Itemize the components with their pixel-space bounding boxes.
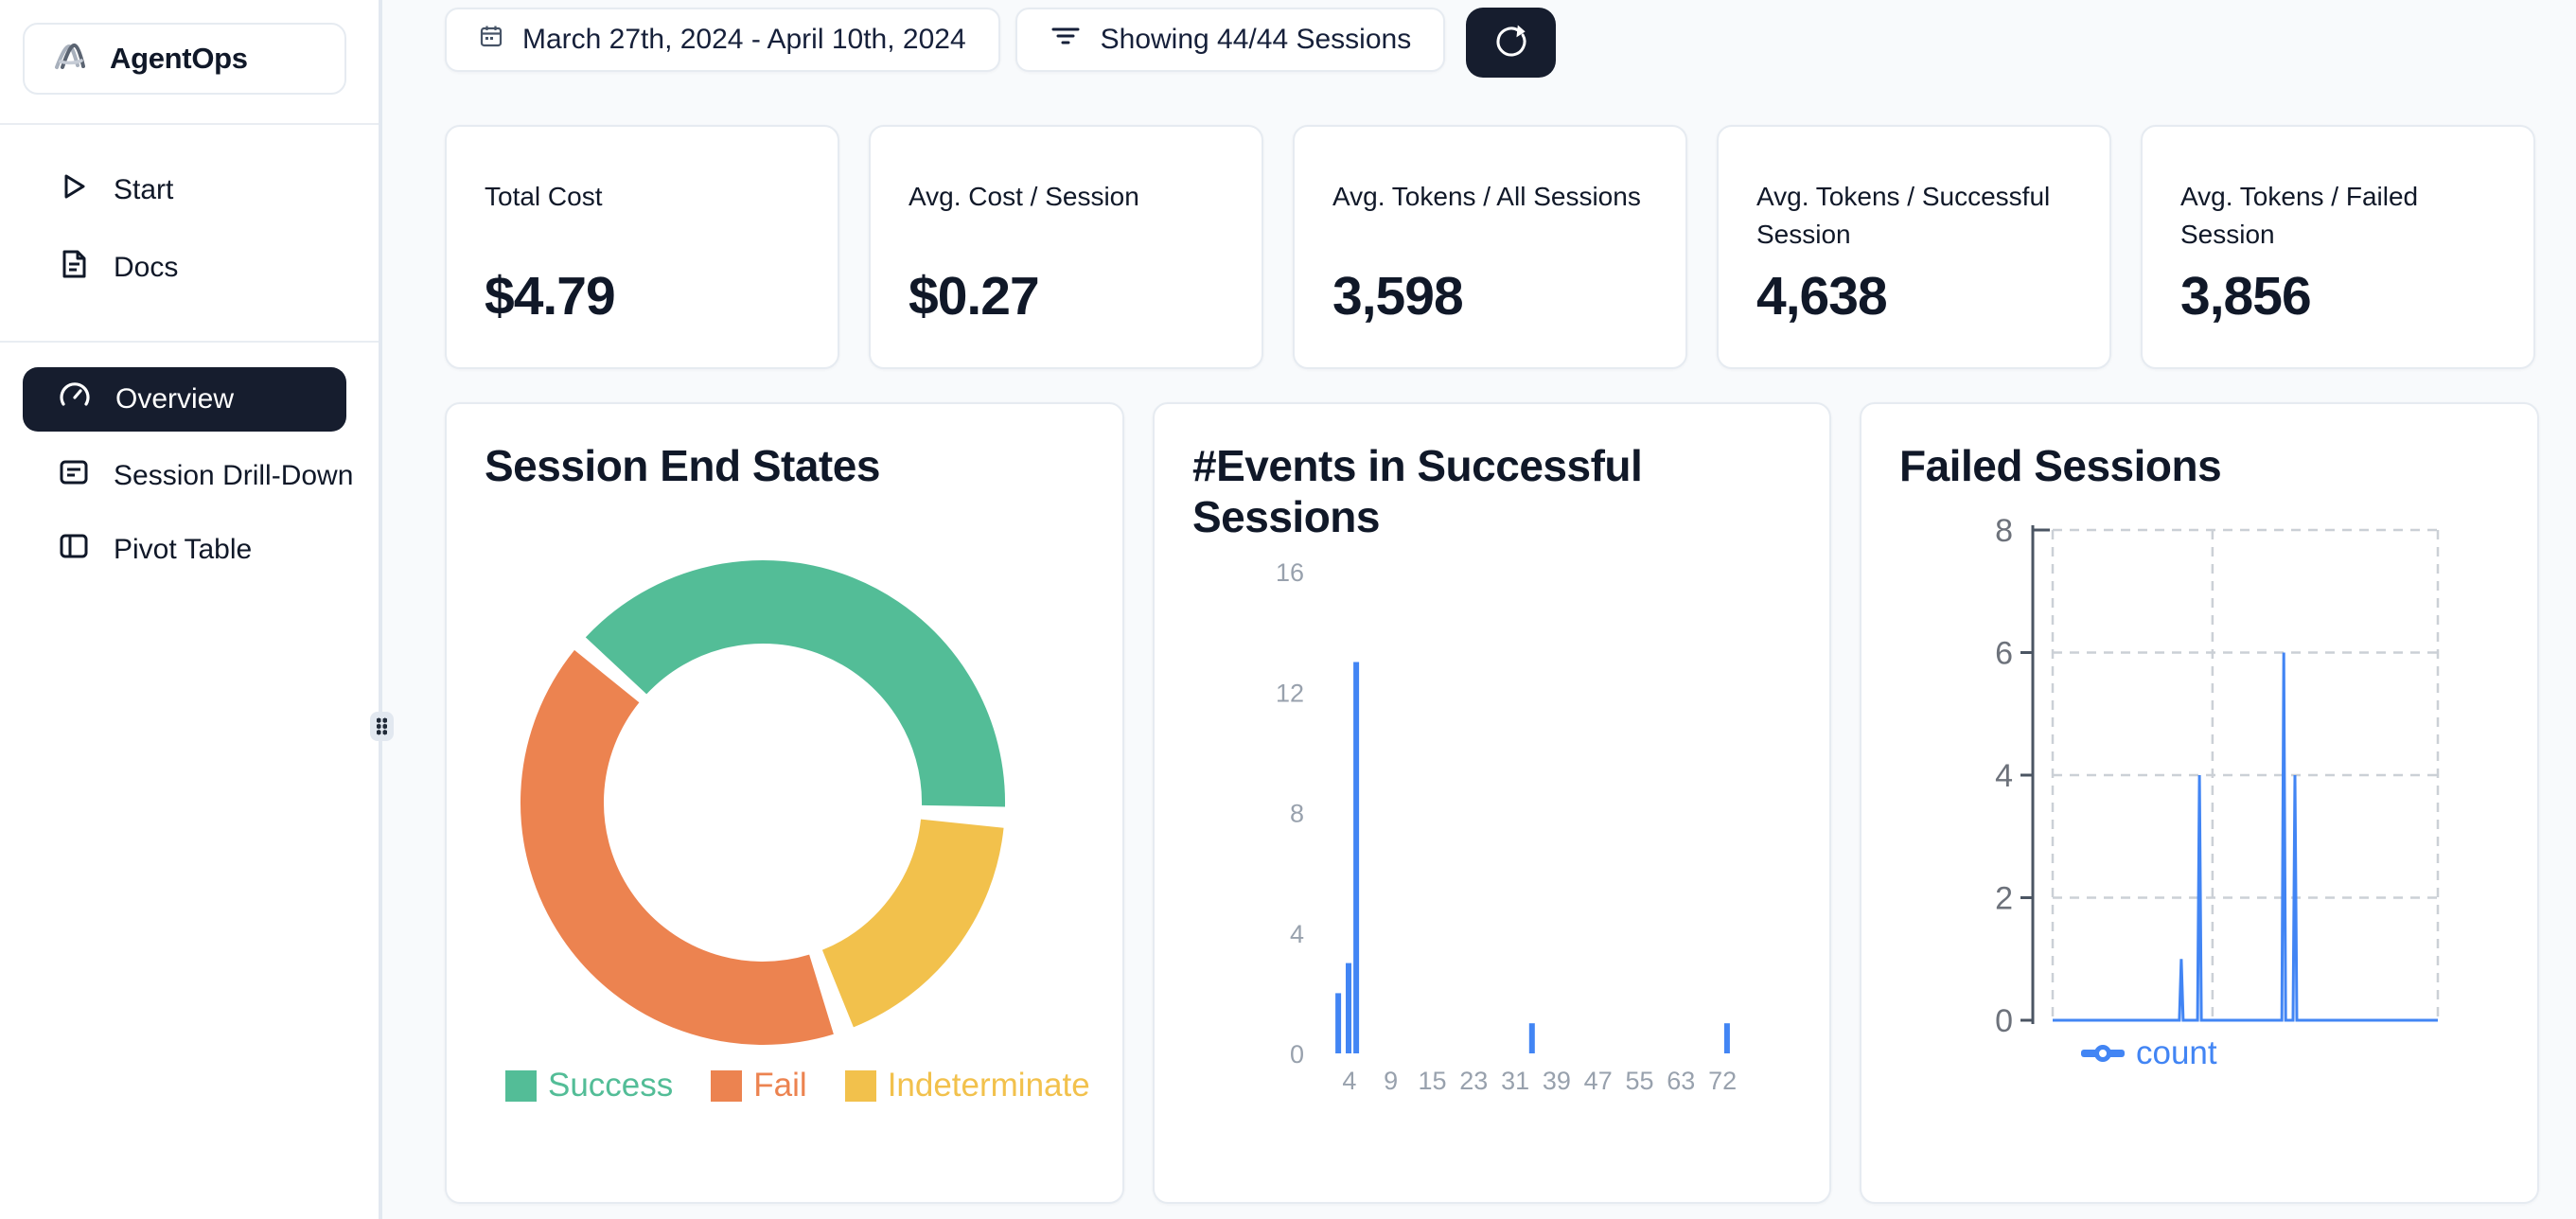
date-range-button[interactable]: March 27th, 2024 - April 10th, 2024 <box>445 8 1000 72</box>
stat-label: Avg. Tokens / Failed Session <box>2180 182 2419 249</box>
date-range-label: March 27th, 2024 - April 10th, 2024 <box>522 24 966 55</box>
sidebar-nav-top: Start Docs <box>0 125 379 297</box>
toolbar: March 27th, 2024 - April 10th, 2024 Show… <box>445 8 2540 78</box>
events-successful-sessions-card: #Events in Successful Sessions 0 4 8 12 16 4 9… <box>1153 402 1831 1204</box>
svg-text:2: 2 <box>1995 881 2013 917</box>
stat-label: Avg. Cost / Session <box>909 182 1139 211</box>
sidebar-resize-handle[interactable] <box>370 712 394 741</box>
sidebar-divider <box>0 341 379 343</box>
sidebar-item-docs[interactable]: Docs <box>0 238 379 297</box>
session-end-states-card: Session End States Success Fail Indeterm… <box>445 402 1124 1204</box>
legend-label: Success <box>548 1067 674 1104</box>
stat-card-avg-cost-session: Avg. Cost / Session $0.27 <box>869 125 1263 369</box>
stat-card-avg-tokens-failed: Avg. Tokens / Failed Session 3,856 <box>2141 125 2535 369</box>
gauge-icon <box>57 378 93 421</box>
sidebar-item-label: Session Drill-Down <box>114 460 354 491</box>
svg-text:63: 63 <box>1667 1067 1695 1095</box>
svg-text:4: 4 <box>1342 1067 1356 1095</box>
legend-item-fail: Fail <box>711 1067 807 1104</box>
count-legend: count <box>2081 1034 2217 1072</box>
sidebar-nav-main: Overview Session Drill-Down Pivot Table <box>0 343 379 579</box>
svg-text:4: 4 <box>1995 758 2013 794</box>
stat-value: 4,638 <box>1756 266 1888 327</box>
sidebar-item-label: Overview <box>115 383 235 415</box>
sidebar-item-label: Pivot Table <box>114 534 253 565</box>
refresh-icon <box>1489 19 1534 67</box>
agentops-logo-icon <box>49 35 93 83</box>
svg-text:47: 47 <box>1584 1067 1613 1095</box>
stat-card-total-cost: Total Cost $4.79 <box>445 125 839 369</box>
list-box-icon <box>57 455 91 497</box>
failed-sessions-line-chart: 0 2 4 6 8 <box>1995 513 2440 1039</box>
chart-title: #Events in Successful Sessions <box>1192 441 1643 542</box>
svg-text:0: 0 <box>1290 1040 1304 1069</box>
svg-text:12: 12 <box>1276 679 1304 707</box>
main-content: March 27th, 2024 - April 10th, 2024 Show… <box>382 0 2576 1219</box>
document-icon <box>57 247 91 289</box>
stat-value: 3,856 <box>2180 266 2312 327</box>
donut-legend: Success Fail Indeterminate <box>505 1067 1090 1104</box>
stat-card-avg-tokens-all: Avg. Tokens / All Sessions 3,598 <box>1293 125 1687 369</box>
legend-item-success: Success <box>505 1067 673 1104</box>
svg-text:8: 8 <box>1995 513 2013 549</box>
svg-text:9: 9 <box>1384 1067 1398 1095</box>
legend-label: Indeterminate <box>887 1067 1090 1104</box>
sidebar: AgentOps Start Docs <box>0 0 382 1219</box>
legend-item-indeterminate: Indeterminate <box>844 1067 1090 1104</box>
svg-text:16: 16 <box>1276 558 1304 587</box>
sidebar-item-session-drill-down[interactable]: Session Drill-Down <box>0 447 379 505</box>
svg-text:55: 55 <box>1625 1067 1653 1095</box>
svg-text:4: 4 <box>1290 920 1304 948</box>
chart-title: Session End States <box>485 441 880 490</box>
legend-label: count <box>2136 1034 2217 1071</box>
stat-label: Avg. Tokens / All Sessions <box>1332 182 1641 211</box>
svg-text:31: 31 <box>1501 1067 1529 1095</box>
svg-text:15: 15 <box>1418 1067 1446 1095</box>
sidebar-item-label: Start <box>114 174 174 205</box>
stat-value: $4.79 <box>485 266 616 327</box>
calendar-icon <box>479 24 503 56</box>
stat-label: Total Cost <box>485 182 603 211</box>
legend-swatch <box>505 1069 537 1102</box>
svg-text:8: 8 <box>1290 800 1304 828</box>
filter-icon <box>1050 20 1082 60</box>
legend-label: Fail <box>753 1067 807 1104</box>
sidebar-item-start[interactable]: Start <box>0 161 379 220</box>
chart-cards-row: Session End States Success Fail Indeterm… <box>445 402 2540 1204</box>
svg-text:23: 23 <box>1459 1067 1488 1095</box>
sessions-filter-label: Showing 44/44 Sessions <box>1100 24 1412 55</box>
stat-value: 3,598 <box>1332 266 1464 327</box>
svg-text:39: 39 <box>1543 1067 1571 1095</box>
refresh-button[interactable] <box>1466 8 1557 78</box>
sidebar-divider <box>0 123 379 125</box>
line-series-marker-icon <box>2081 1045 2125 1062</box>
stat-card-avg-tokens-successful: Avg. Tokens / Successful Session 4,638 <box>1717 125 2111 369</box>
sidebar-item-overview[interactable]: Overview <box>23 367 346 432</box>
sidebar-item-pivot-table[interactable]: Pivot Table <box>0 521 379 579</box>
chart-title: Failed Sessions <box>1899 441 2222 490</box>
sessions-filter-button[interactable]: Showing 44/44 Sessions <box>1015 8 1446 72</box>
sidebar-item-label: Docs <box>114 252 179 283</box>
stat-cards-row: Total Cost $4.79 Avg. Cost / Session $0.… <box>445 125 2540 369</box>
brand-name: AgentOps <box>110 42 248 75</box>
legend-swatch <box>844 1069 876 1102</box>
brand-logo[interactable]: AgentOps <box>23 23 346 95</box>
play-icon <box>57 169 91 211</box>
svg-text:6: 6 <box>1995 636 2013 672</box>
svg-text:72: 72 <box>1708 1067 1737 1095</box>
failed-sessions-card: Failed Sessions 0 2 4 6 8 count <box>1860 402 2539 1204</box>
svg-text:0: 0 <box>1995 1003 2013 1039</box>
columns-icon <box>57 529 91 571</box>
grip-dots-icon <box>376 717 388 735</box>
legend-swatch <box>711 1069 743 1102</box>
stat-value: $0.27 <box>909 266 1040 327</box>
stat-label: Avg. Tokens / Successful Session <box>1756 182 2051 249</box>
